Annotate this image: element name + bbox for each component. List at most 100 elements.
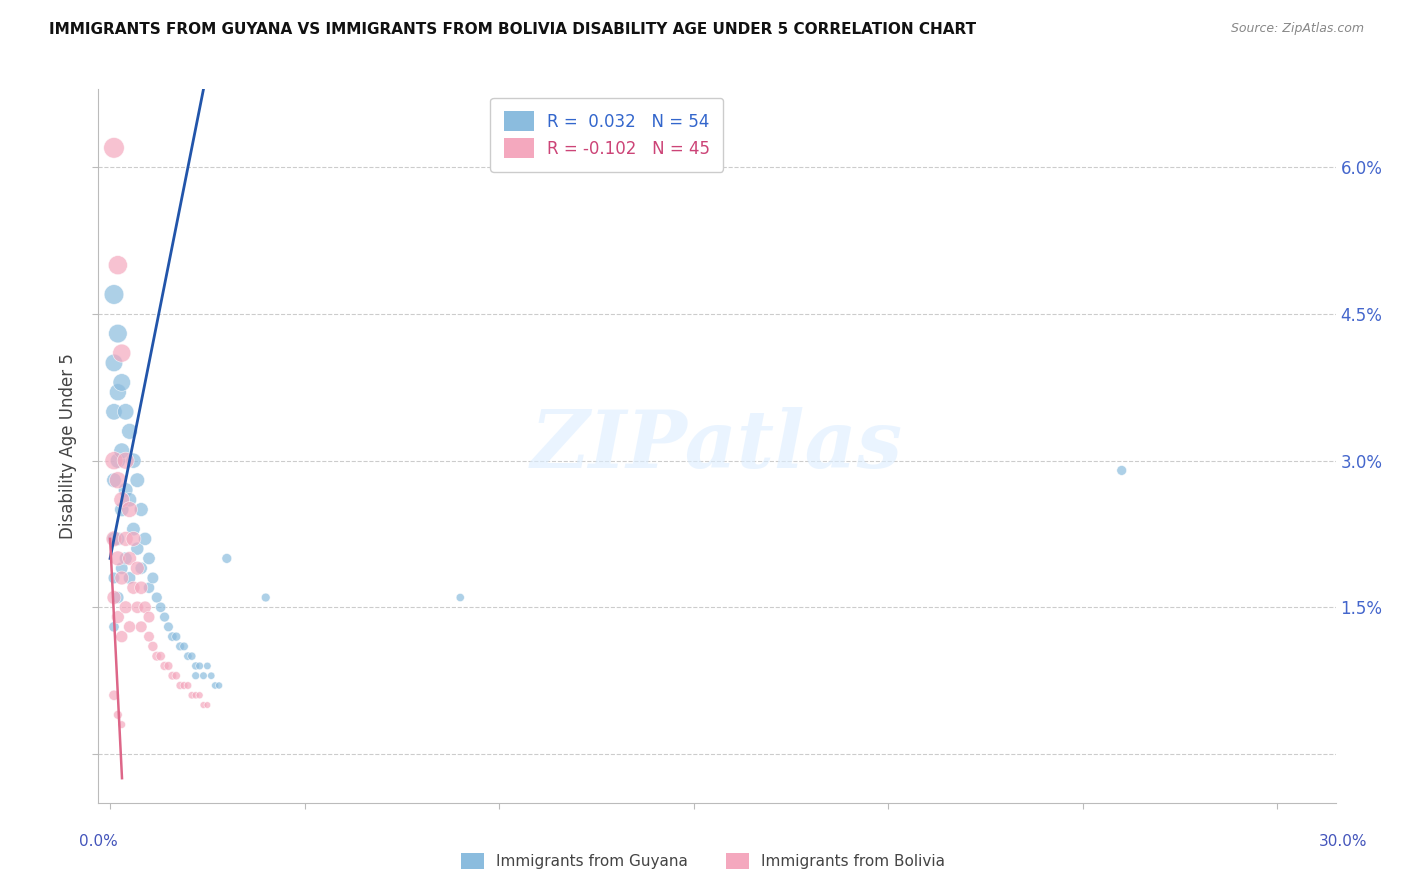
- Point: [184, 688, 207, 702]
- Point: [204, 678, 226, 692]
- Point: [184, 669, 207, 683]
- Point: [122, 453, 145, 467]
- Point: [129, 581, 152, 595]
- Point: [118, 425, 141, 439]
- Y-axis label: Disability Age Under 5: Disability Age Under 5: [59, 353, 77, 539]
- Point: [103, 287, 125, 301]
- Point: [103, 141, 125, 155]
- Point: [103, 356, 125, 370]
- Point: [173, 640, 195, 654]
- Point: [114, 483, 136, 497]
- Point: [103, 405, 125, 419]
- Point: [146, 649, 169, 664]
- Point: [127, 600, 149, 615]
- Point: [149, 600, 172, 615]
- Point: [111, 443, 134, 458]
- Legend: R =  0.032   N = 54, R = -0.102   N = 45: R = 0.032 N = 54, R = -0.102 N = 45: [491, 97, 723, 171]
- Point: [103, 571, 125, 585]
- Point: [169, 678, 191, 692]
- Point: [114, 453, 136, 467]
- Text: 30.0%: 30.0%: [1319, 834, 1367, 849]
- Point: [180, 688, 202, 702]
- Point: [195, 698, 218, 712]
- Point: [162, 669, 184, 683]
- Point: [165, 669, 187, 683]
- Point: [162, 630, 184, 644]
- Point: [103, 532, 125, 546]
- Point: [142, 640, 165, 654]
- Point: [149, 649, 172, 664]
- Point: [195, 659, 218, 673]
- Point: [107, 453, 129, 467]
- Point: [1111, 463, 1133, 477]
- Point: [200, 669, 222, 683]
- Point: [129, 561, 152, 575]
- Point: [127, 561, 149, 575]
- Point: [111, 717, 134, 731]
- Point: [107, 591, 129, 605]
- Point: [103, 453, 125, 467]
- Text: IMMIGRANTS FROM GUYANA VS IMMIGRANTS FROM BOLIVIA DISABILITY AGE UNDER 5 CORRELA: IMMIGRANTS FROM GUYANA VS IMMIGRANTS FRO…: [49, 22, 976, 37]
- Text: 0.0%: 0.0%: [79, 834, 118, 849]
- Point: [111, 346, 134, 360]
- Point: [107, 707, 129, 722]
- Point: [103, 688, 125, 702]
- Point: [146, 591, 169, 605]
- Point: [215, 551, 238, 566]
- Point: [118, 492, 141, 507]
- Point: [208, 678, 231, 692]
- Point: [138, 630, 160, 644]
- Point: [111, 561, 134, 575]
- Point: [142, 571, 165, 585]
- Point: [122, 522, 145, 536]
- Point: [188, 659, 211, 673]
- Point: [129, 502, 152, 516]
- Point: [157, 659, 180, 673]
- Point: [114, 405, 136, 419]
- Point: [184, 659, 207, 673]
- Point: [107, 473, 129, 487]
- Point: [254, 591, 277, 605]
- Point: [188, 688, 211, 702]
- Point: [157, 620, 180, 634]
- Point: [138, 551, 160, 566]
- Point: [153, 659, 176, 673]
- Text: Source: ZipAtlas.com: Source: ZipAtlas.com: [1230, 22, 1364, 36]
- Point: [118, 551, 141, 566]
- Point: [111, 502, 134, 516]
- Point: [103, 473, 125, 487]
- Point: [118, 620, 141, 634]
- Point: [177, 649, 200, 664]
- Legend: Immigrants from Guyana, Immigrants from Bolivia: Immigrants from Guyana, Immigrants from …: [454, 847, 952, 875]
- Point: [114, 551, 136, 566]
- Point: [138, 610, 160, 624]
- Point: [122, 581, 145, 595]
- Point: [107, 610, 129, 624]
- Point: [138, 581, 160, 595]
- Point: [122, 532, 145, 546]
- Point: [134, 532, 156, 546]
- Point: [111, 376, 134, 390]
- Point: [169, 640, 191, 654]
- Point: [107, 551, 129, 566]
- Point: [103, 532, 125, 546]
- Point: [180, 649, 202, 664]
- Point: [177, 678, 200, 692]
- Point: [103, 620, 125, 634]
- Point: [107, 326, 129, 341]
- Point: [111, 630, 134, 644]
- Point: [134, 600, 156, 615]
- Point: [107, 532, 129, 546]
- Point: [173, 678, 195, 692]
- Point: [129, 620, 152, 634]
- Point: [111, 492, 134, 507]
- Point: [165, 630, 187, 644]
- Point: [114, 532, 136, 546]
- Point: [118, 502, 141, 516]
- Point: [107, 258, 129, 272]
- Point: [193, 669, 215, 683]
- Point: [114, 600, 136, 615]
- Point: [118, 571, 141, 585]
- Point: [103, 591, 125, 605]
- Point: [127, 541, 149, 556]
